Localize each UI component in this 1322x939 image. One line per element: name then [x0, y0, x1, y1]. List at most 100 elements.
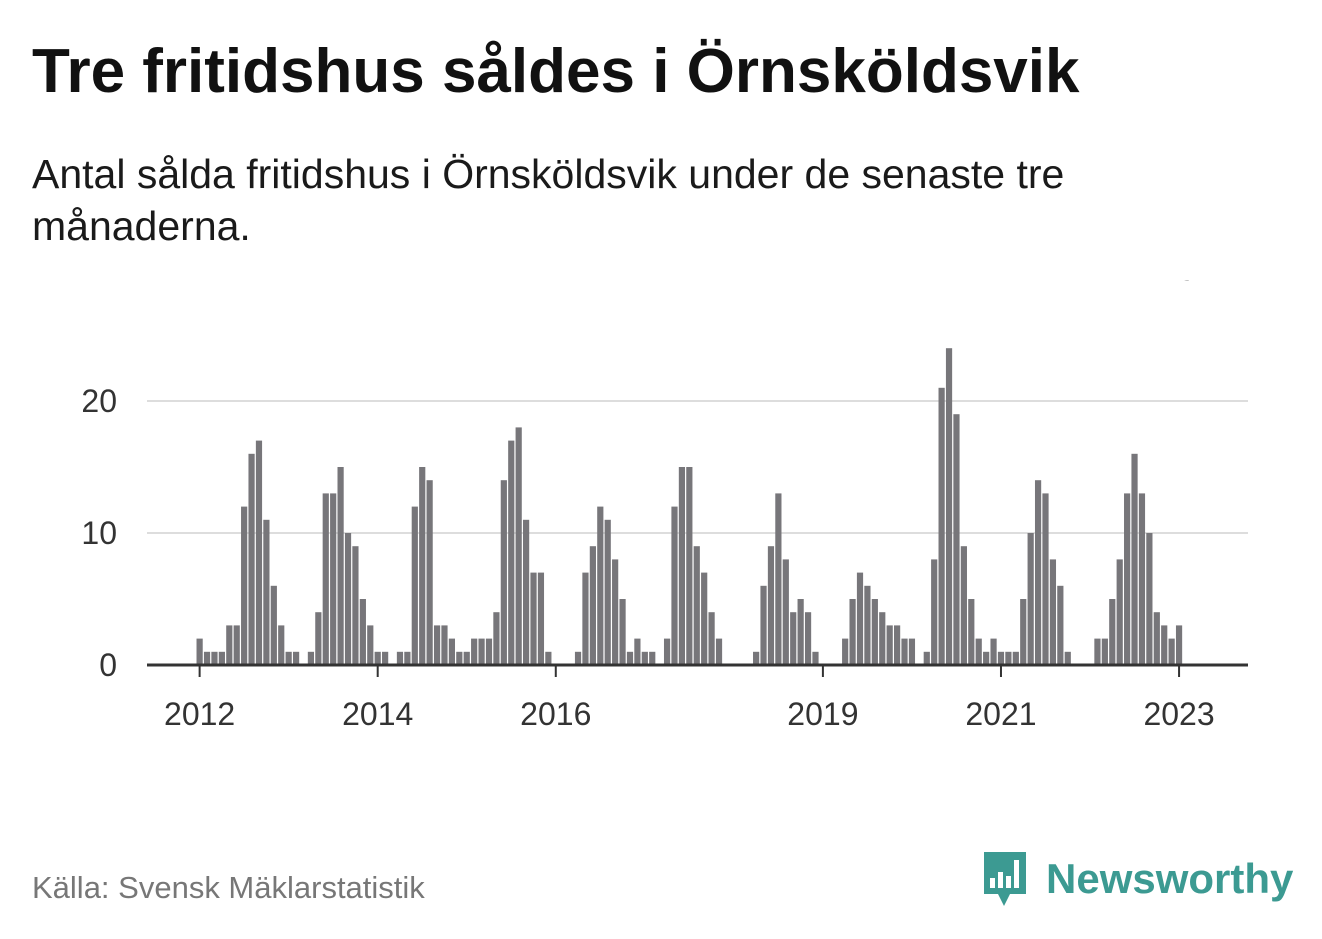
- bar: [701, 572, 708, 665]
- source-note: Källa: Svensk Mäklarstatistik: [32, 870, 425, 905]
- bar: [1020, 599, 1027, 665]
- bar: [945, 348, 953, 665]
- bar: [842, 638, 849, 665]
- bar: [270, 585, 277, 665]
- bar: [419, 467, 426, 665]
- bar: [456, 651, 463, 665]
- bar: [1124, 493, 1131, 665]
- bar: [1175, 625, 1183, 665]
- bar: [344, 533, 352, 665]
- bar: [901, 638, 908, 665]
- bar: [1161, 625, 1168, 665]
- bar: [626, 651, 634, 665]
- bar: [233, 625, 240, 665]
- bar: [1034, 480, 1042, 665]
- bar: [1131, 453, 1138, 665]
- bar: [196, 638, 203, 665]
- bar: [760, 585, 767, 665]
- bar: [211, 651, 218, 665]
- bar: [1042, 493, 1049, 665]
- bar: [433, 625, 441, 665]
- bar: [226, 625, 233, 665]
- bar: [871, 599, 878, 665]
- bars: [196, 348, 1183, 665]
- bar: [804, 612, 812, 665]
- bar: [686, 467, 693, 665]
- x-tick-label: 2019: [787, 696, 858, 732]
- x-tick-label: 2012: [164, 696, 235, 732]
- bar: [292, 651, 300, 665]
- bar: [530, 572, 537, 665]
- x-axis-ticks: [198, 665, 1181, 677]
- bar: [322, 493, 329, 665]
- bar: [493, 612, 500, 665]
- bar: [241, 506, 248, 665]
- x-tick-label: 2014: [342, 696, 413, 732]
- bar: [923, 651, 930, 665]
- bar: [864, 585, 871, 665]
- bar: [663, 638, 671, 665]
- bar: [775, 493, 782, 665]
- bar: [812, 651, 819, 665]
- bar: [597, 506, 604, 665]
- bar: [1012, 651, 1019, 665]
- bar: [790, 612, 797, 665]
- bar: [894, 625, 901, 665]
- bar: [352, 546, 359, 665]
- y-axis-labels: 0 10 20: [81, 383, 117, 683]
- bar: [1094, 638, 1101, 665]
- bar: [634, 638, 641, 665]
- bar: [1146, 533, 1153, 665]
- bar: [426, 480, 433, 665]
- bar: [693, 546, 700, 665]
- bar: [931, 559, 938, 665]
- y-tick-label: 20: [81, 383, 117, 419]
- bar: [255, 440, 263, 665]
- bar: [537, 572, 545, 665]
- x-tick-label: 2016: [520, 696, 591, 732]
- bar: [485, 638, 493, 665]
- bar: [448, 638, 455, 665]
- bar: [263, 519, 270, 665]
- bar: [715, 638, 723, 665]
- bar: [908, 638, 916, 665]
- bar: [582, 572, 589, 665]
- bar: [382, 651, 389, 665]
- bar: [508, 440, 515, 665]
- x-tick-label: 2021: [965, 696, 1036, 732]
- bar: [441, 625, 448, 665]
- bar: [753, 651, 760, 665]
- bar: [1109, 599, 1116, 665]
- y-tick-label: 0: [99, 647, 117, 683]
- bar: [619, 599, 626, 665]
- bar: [307, 651, 315, 665]
- bar: [500, 480, 507, 665]
- latest-value-label: 3: [1178, 280, 1196, 287]
- bar: [471, 638, 478, 665]
- bar: [879, 612, 886, 665]
- bar: [678, 467, 686, 665]
- bar: [574, 651, 582, 665]
- y-tick-label: 10: [81, 515, 117, 551]
- bar: [411, 506, 418, 665]
- grid-lines: [147, 400, 1248, 534]
- bar: [990, 638, 997, 665]
- bar: [641, 651, 648, 665]
- newsworthy-brand[interactable]: Newsworthy: [980, 848, 1293, 910]
- bar: [1057, 585, 1064, 665]
- bar: [248, 453, 255, 665]
- bar: [767, 546, 775, 665]
- bar: [523, 519, 530, 665]
- bar: [478, 638, 485, 665]
- bar: [968, 599, 975, 665]
- bar: [315, 612, 322, 665]
- bar: [515, 427, 522, 665]
- bar: [285, 651, 292, 665]
- bar: [649, 651, 656, 665]
- bar: [330, 493, 337, 665]
- bar: [1153, 612, 1160, 665]
- bar: [983, 651, 990, 665]
- bar: [960, 546, 967, 665]
- bar: [1116, 559, 1123, 665]
- bar: [671, 506, 678, 665]
